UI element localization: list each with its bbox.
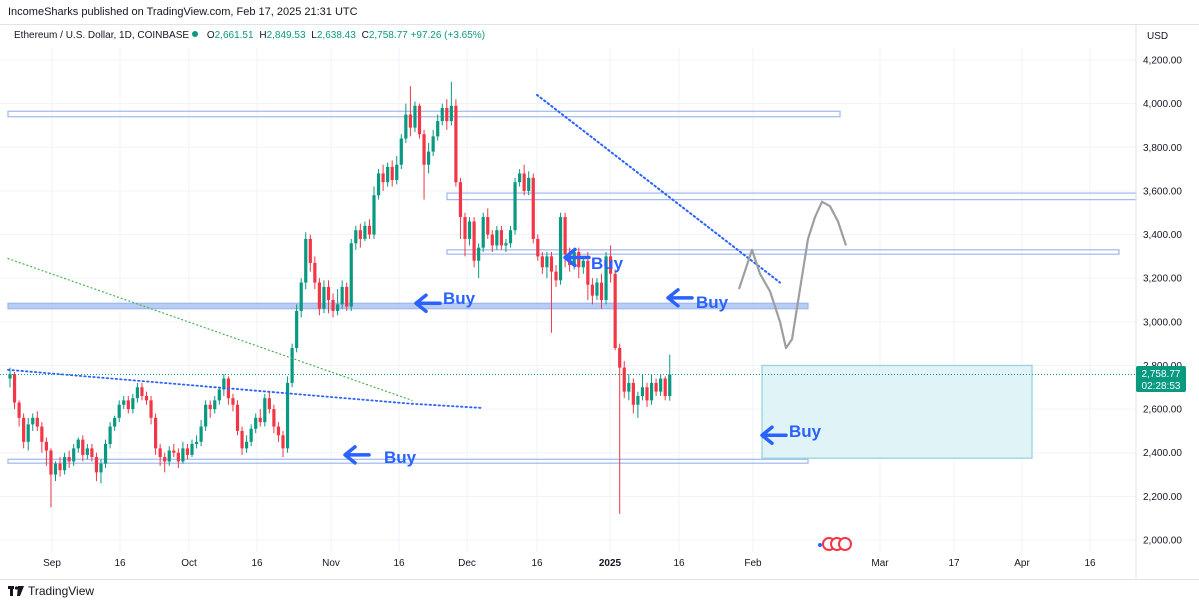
change-value: +97.26 (+3.65%) [410, 30, 486, 41]
high-value: 2,849.53 [266, 30, 306, 41]
close-value: 2,758.77 [368, 30, 408, 41]
ohlc-legend: Ethereum / U.S. Dollar, 1D, COINBASE O2,… [14, 30, 485, 41]
open-key: O [206, 30, 215, 41]
chart-frame [0, 24, 1199, 580]
tradingview-logo-icon [8, 586, 24, 596]
footer-branding: TradingView [8, 584, 94, 598]
market-status-dot [192, 31, 199, 37]
open-value: 2,661.51 [214, 30, 254, 41]
currency-label[interactable]: USD [1147, 31, 1169, 42]
low-key: L [311, 30, 317, 41]
high-key: H [259, 30, 267, 41]
footer-brand-text: TradingView [28, 584, 95, 598]
low-value: 2,638.43 [316, 30, 356, 41]
close-key: C [361, 30, 369, 41]
symbol-title[interactable]: Ethereum / U.S. Dollar, 1D, COINBASE [14, 30, 190, 41]
publish-caption: IncomeSharks published on TradingView.co… [8, 6, 358, 18]
